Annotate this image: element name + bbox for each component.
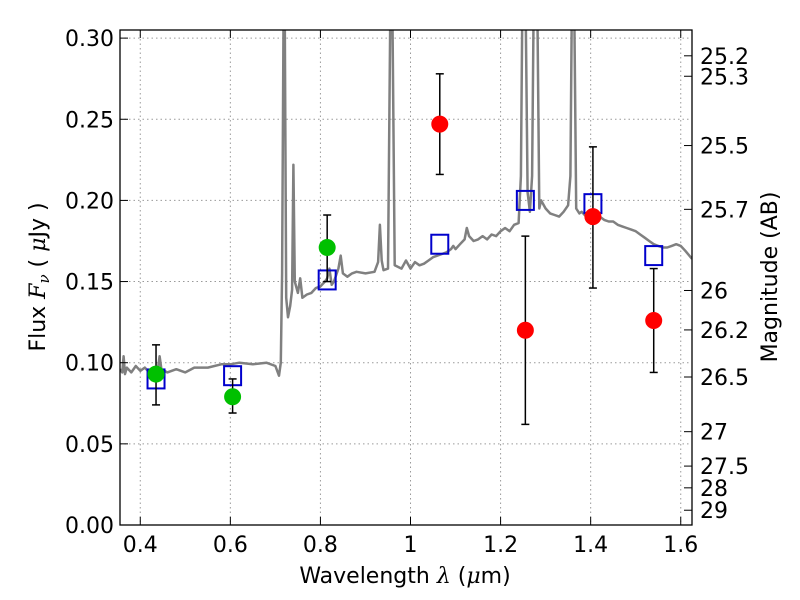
x-tick-label: 1.4 [573, 533, 608, 558]
model-square-point [515, 189, 535, 211]
x-tick-label: 0.6 [213, 533, 248, 558]
y-tick-label: 0.05 [65, 433, 114, 458]
model-square-point [430, 233, 450, 255]
x-tick-label: 1.2 [483, 533, 518, 558]
y2-tick-label: 25.5 [700, 135, 749, 160]
y-tick-label: 0.10 [65, 352, 114, 377]
grid [120, 30, 692, 526]
red-data-point [431, 115, 449, 133]
y2-tick-label: 26.2 [700, 319, 749, 344]
y-tick-label: 0.30 [65, 27, 114, 52]
x-tick-label: 1.6 [663, 533, 698, 558]
y-axis-label: Flux Fν ( μJy ) [26, 202, 53, 351]
y2-tick-label: 27 [700, 421, 728, 446]
marker-layer [146, 73, 664, 426]
plot-frame [119, 29, 693, 526]
red-data-point [516, 321, 534, 339]
y2-tick-label: 28 [700, 477, 728, 502]
y2-axis-label: Magnitude (AB) [758, 192, 783, 363]
x-axis-label: Wavelength λ (μm) [299, 564, 510, 589]
axis-ticks: 0.4 0.6 0.8 1 1.2 1.4 1.6 0.00 0.05 0.10 0.15 0.20 0… [65, 27, 749, 558]
x-tick-label: 0.8 [303, 533, 338, 558]
y2-tick-label: 25.7 [700, 198, 749, 223]
x-tick-label: 0.4 [123, 533, 158, 558]
red-data-point [584, 208, 602, 226]
green-data-point [147, 365, 165, 383]
x-tick-label: 1 [404, 533, 418, 558]
red-data-point [645, 312, 663, 330]
y2-tick-label: 29 [700, 499, 728, 524]
y-tick-label: 0.00 [65, 514, 114, 539]
green-data-point [224, 388, 242, 406]
y2-tick-label: 25.2 [700, 45, 749, 70]
y-tick-label: 0.25 [65, 108, 114, 133]
y2-tick-label: 25.3 [700, 65, 749, 90]
model-square-point [644, 245, 664, 267]
y2-tick-label: 26 [700, 279, 728, 304]
y-tick-label: 0.15 [65, 271, 114, 296]
green-data-point [318, 238, 336, 256]
y-tick-label: 0.20 [65, 189, 114, 214]
y2-tick-label: 27.5 [700, 455, 749, 480]
y2-tick-label: 26.5 [700, 366, 749, 391]
